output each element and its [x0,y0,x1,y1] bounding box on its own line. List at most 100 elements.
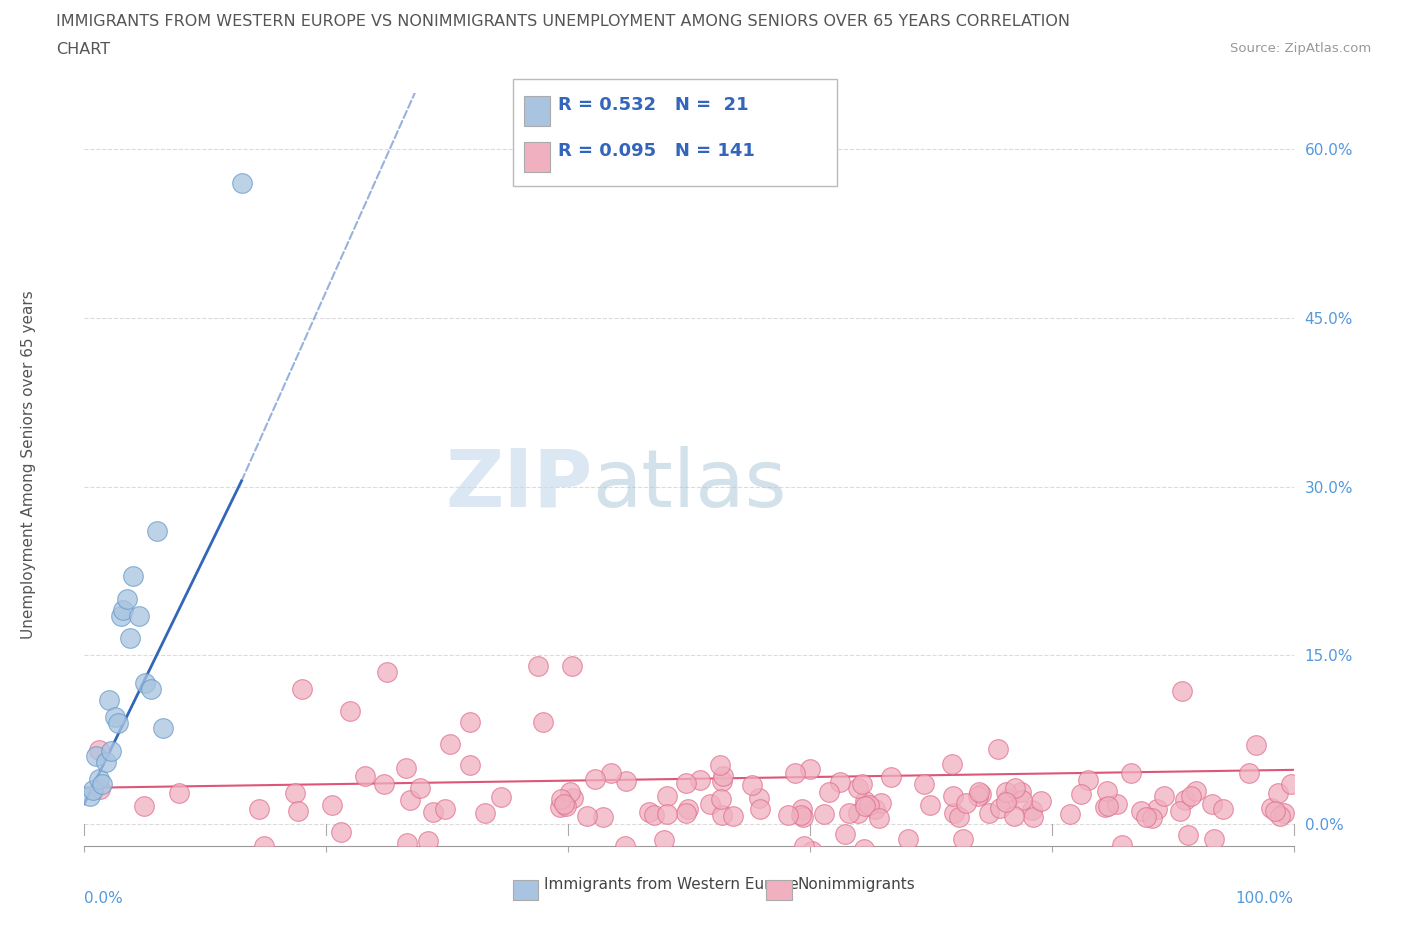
Point [121,569,143,584]
Point [152,721,174,736]
Text: ZIP: ZIP [444,445,592,524]
Point [1002,808,1025,823]
Point [79,789,101,804]
Point [721,808,744,823]
Point [439,737,461,751]
Point [977,806,1000,821]
Point [489,790,512,804]
Point [897,832,920,847]
Point [115,591,138,606]
Point [146,524,169,538]
Point [1174,792,1197,807]
Point [600,766,623,781]
Point [637,805,659,820]
Point [558,785,581,800]
Point [247,802,270,817]
Point [231,176,253,191]
Point [1107,796,1129,811]
Point [169,786,191,801]
Point [1011,792,1033,807]
Point [748,790,770,805]
Point [395,761,418,776]
Point [1202,831,1225,846]
Point [1070,787,1092,802]
Point [1121,765,1143,780]
Point [1270,809,1292,824]
Point [790,808,813,823]
Point [955,795,977,810]
Point [948,809,970,824]
Point [422,804,444,819]
Point [1260,801,1282,816]
Point [91,777,114,792]
Point [253,838,276,853]
Point [97,693,120,708]
Point [396,836,419,851]
Point [675,776,697,790]
Point [1094,800,1116,815]
Point [107,715,129,730]
Point [94,754,117,769]
Point [433,802,456,817]
Point [1212,802,1234,817]
Point [689,772,711,787]
Point [799,762,821,777]
Point [87,742,110,757]
Point [1130,804,1153,818]
Point [555,799,578,814]
Point [1111,837,1133,852]
Point [748,801,770,816]
Point [561,659,583,674]
Point [952,831,974,846]
Point [1010,785,1032,800]
Point [120,631,142,645]
Point [1097,799,1119,814]
Point [1170,684,1192,699]
Point [709,757,731,772]
Point [1168,804,1191,818]
Point [987,741,1010,756]
Point [863,802,886,817]
Point [321,798,343,813]
Text: R = 0.095   N = 141: R = 0.095 N = 141 [558,142,755,160]
Point [851,777,873,792]
Point [853,799,876,814]
Point [1201,796,1223,811]
Point [1146,802,1168,817]
Point [284,786,307,801]
Point [1272,805,1295,820]
Point [988,801,1011,816]
Point [592,809,614,824]
Point [548,799,571,814]
Point [527,659,550,674]
Point [553,796,575,811]
Point [458,715,481,730]
Text: CHART: CHART [56,42,110,57]
Point [848,781,870,796]
Point [329,825,352,840]
Point [710,792,733,807]
Point [1264,804,1286,818]
Point [339,704,361,719]
Point [942,789,965,804]
Point [399,793,422,808]
Point [531,714,554,729]
Text: atlas: atlas [592,445,786,524]
Point [783,765,806,780]
Point [1135,810,1157,825]
Point [918,798,941,813]
Point [699,796,721,811]
Point [858,798,880,813]
Point [100,743,122,758]
Point [1177,827,1199,842]
Point [778,808,800,823]
Point [82,783,104,798]
Point [409,780,432,795]
Point [801,844,824,858]
Point [1029,794,1052,809]
Point [575,808,598,823]
Point [834,827,856,842]
Point [104,710,127,724]
Point [994,784,1017,799]
Point [139,682,162,697]
